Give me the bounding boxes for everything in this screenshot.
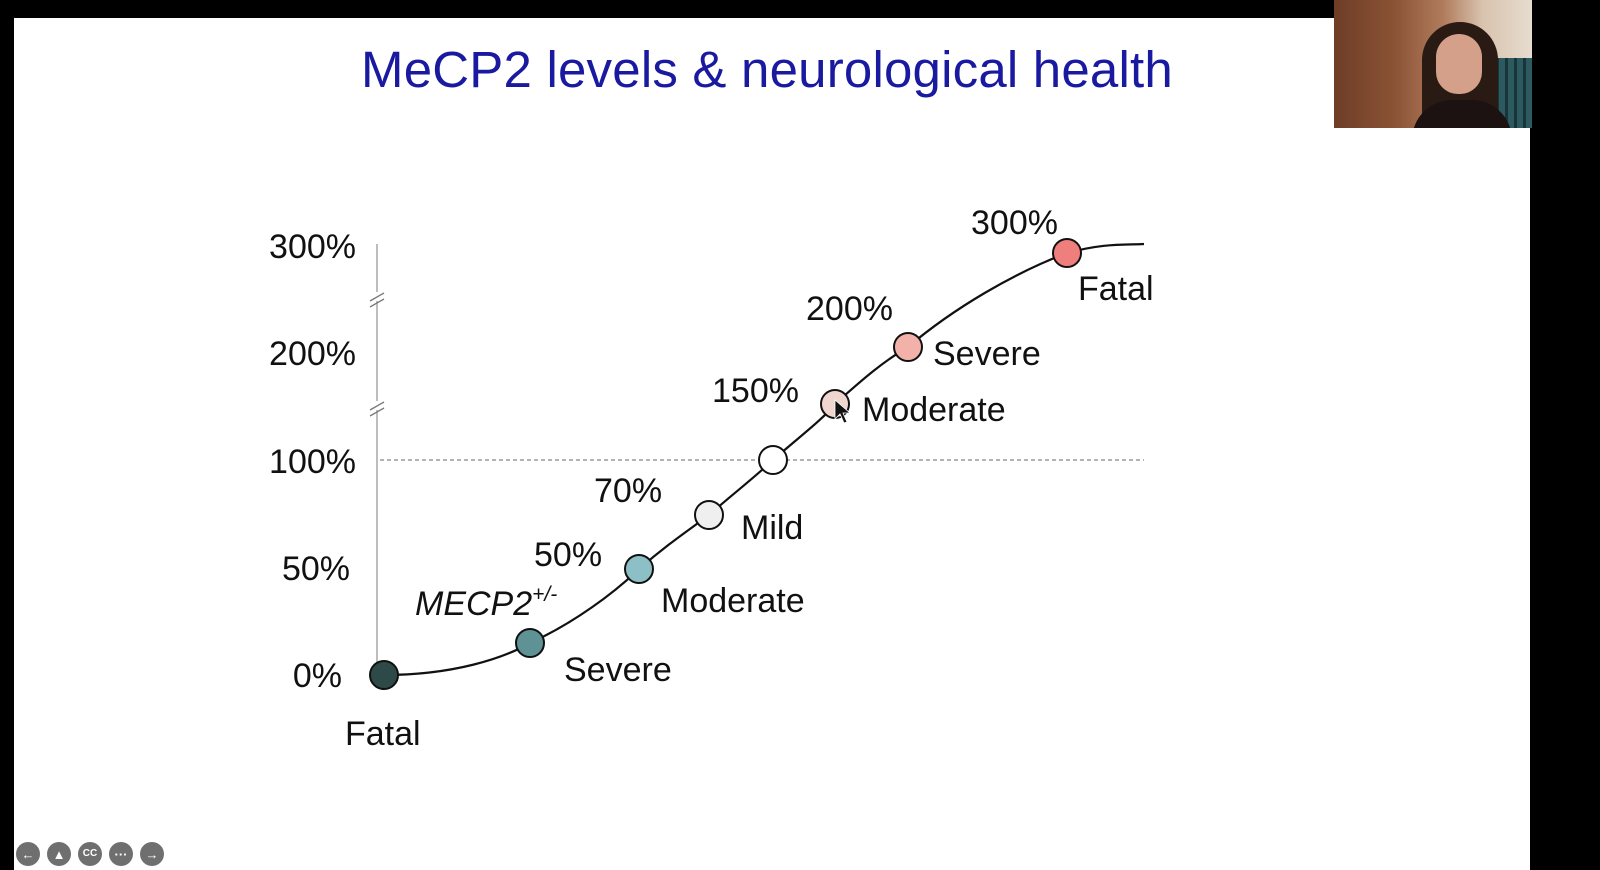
axis-break-upper — [369, 292, 385, 308]
value-label-200: 200% — [806, 290, 893, 328]
presenter-face — [1436, 34, 1482, 94]
point-200-severe — [893, 332, 923, 362]
genotype-label: MECP2+/- — [415, 583, 557, 623]
slide-title: MeCP2 levels & neurological health — [361, 41, 1173, 98]
severity-label-moderate-low: Moderate — [661, 582, 805, 620]
presenter-webcam — [1334, 0, 1532, 128]
point-100-normal — [758, 445, 788, 475]
y-tick-300: 300% — [269, 228, 356, 266]
value-label-300: 300% — [971, 204, 1058, 242]
more-options-icon[interactable]: ··· — [109, 842, 133, 866]
y-tick-50: 50% — [282, 550, 350, 588]
severity-label-mild: Mild — [741, 509, 803, 547]
axis-break-lower — [369, 401, 385, 417]
next-slide-icon[interactable]: → — [140, 842, 164, 866]
severity-label-severe-high: Severe — [933, 335, 1041, 373]
point-mecp2-severe — [515, 628, 545, 658]
y-tick-0: 0% — [293, 657, 342, 695]
pointer-tool-icon[interactable]: ▲ — [47, 842, 71, 866]
mouse-pointer-icon — [834, 399, 852, 424]
severity-label-severe-low: Severe — [564, 651, 672, 689]
severity-label-moderate-high: Moderate — [862, 391, 1006, 429]
genotype-label-main: MECP2 — [415, 585, 532, 623]
value-label-70: 70% — [594, 472, 662, 510]
value-label-50: 50% — [534, 536, 602, 574]
presentation-slide: MeCP2 levels & neurological health 300% … — [14, 18, 1530, 870]
closed-captions-icon[interactable]: CC — [78, 842, 102, 866]
point-70-mild — [694, 500, 724, 530]
value-label-150: 150% — [712, 372, 799, 410]
sigmoid-chart: 300% 200% 100% 50% 0% Fatal MECP2+/- Sev… — [269, 204, 1154, 753]
genotype-label-superscript: +/- — [532, 583, 557, 606]
point-300-fatal — [1052, 238, 1082, 268]
y-tick-100: 100% — [269, 443, 356, 481]
point-50-moderate — [624, 554, 654, 584]
y-tick-200: 200% — [269, 335, 356, 373]
previous-slide-icon[interactable]: ← — [16, 842, 40, 866]
point-0-fatal — [369, 660, 399, 690]
severity-label-fatal-low: Fatal — [345, 715, 421, 753]
severity-label-fatal-high: Fatal — [1078, 270, 1154, 308]
slide-controls: ← ▲ CC ··· → — [16, 842, 164, 866]
